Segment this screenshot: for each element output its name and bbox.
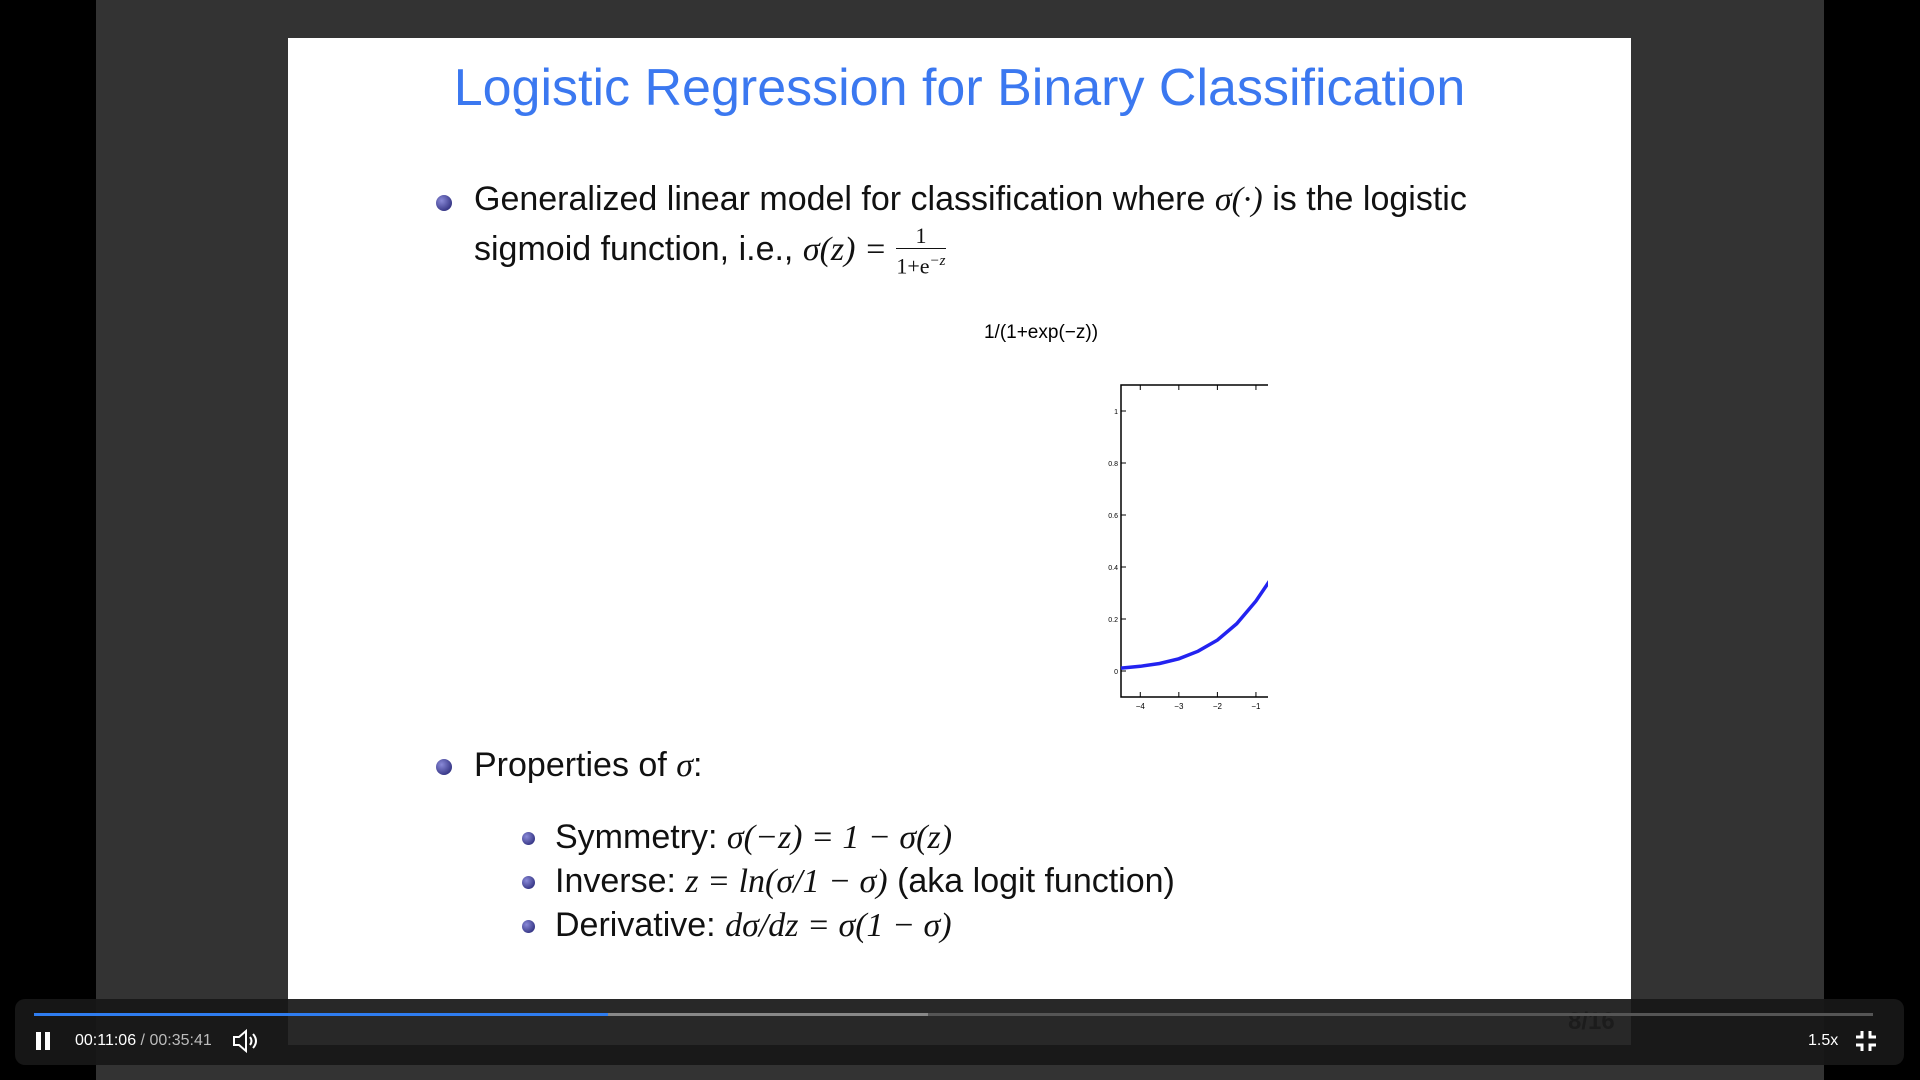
sub-bullet: Derivative: dσ/dz = σ(1 − σ) — [555, 906, 952, 945]
slide-title: Logistic Regression for Binary Classific… — [453, 59, 1466, 117]
bullet-line: Properties of σ: — [474, 746, 702, 785]
text: : — [693, 746, 703, 784]
bullet-dot — [436, 759, 452, 775]
text: (aka logit function) — [897, 862, 1175, 900]
time-display: 00:11:06 / 00:35:41 — [75, 1032, 212, 1050]
text: is the logistic — [1272, 180, 1467, 218]
y-tick-label: 0.4 — [1108, 565, 1118, 572]
bullet-line: sigmoid function, i.e., σ(z) = 1 1+e−z — [474, 224, 946, 278]
y-tick-label: 0 — [1114, 669, 1118, 676]
exponent: −z — [929, 253, 946, 269]
bullet-line: Generalized linear model for classificat… — [474, 180, 1467, 219]
y-tick-label: 0.8 — [1108, 461, 1118, 468]
slide: Logistic Regression for Binary Classific… — [288, 38, 1631, 1045]
plot-frame — [1120, 384, 1268, 698]
sigmoid-curve — [1120, 580, 1268, 670]
sub-bullet-dot — [522, 920, 535, 933]
x-tick-label: −2 — [1213, 702, 1223, 711]
text: Inverse: — [555, 862, 676, 900]
text: Generalized linear model for classificat… — [474, 180, 1206, 218]
y-tick-label: 0.6 — [1108, 513, 1118, 520]
volume-button[interactable] — [231, 1028, 261, 1054]
bullet-dot — [436, 195, 452, 211]
text: Properties of — [474, 746, 667, 784]
y-tick-label: 1 — [1114, 409, 1118, 416]
x-tick-label: −1 — [1251, 702, 1261, 711]
x-tick-label: −3 — [1174, 702, 1184, 711]
sub-bullet: Inverse: z = ln(σ/1 − σ) (aka logit func… — [555, 862, 1175, 901]
current-time: 00:11:06 — [75, 1032, 137, 1049]
math: dσ/dz = σ(1 − σ) — [725, 907, 952, 944]
pause-button[interactable] — [33, 1030, 53, 1052]
x-tick-label: −4 — [1136, 702, 1146, 711]
numerator: 1 — [896, 224, 946, 249]
math: σ — [676, 747, 693, 784]
text: sigmoid function, i.e., — [474, 230, 794, 269]
played-bar — [34, 1013, 608, 1016]
sub-bullet: Symmetry: σ(−z) = 1 − σ(z) — [555, 818, 952, 857]
math: σ(z) = — [802, 231, 887, 269]
fraction: 1 1+e−z — [896, 224, 946, 279]
sub-bullet-dot — [522, 876, 535, 889]
control-bar: 00:11:06 / 00:35:41 1.5x — [15, 999, 1904, 1065]
duration: 00:35:41 — [149, 1032, 212, 1049]
text: Derivative: — [555, 906, 716, 944]
sub-bullet-dot — [522, 832, 535, 845]
exit-fullscreen-button[interactable] — [1855, 1030, 1877, 1052]
y-tick-label: 0.2 — [1108, 617, 1118, 624]
sigmoid-plot: 1/(1+exp(−z)) z −4−3−2−10123400.20.40.60… — [984, 322, 1268, 711]
plot-title: 1/(1+exp(−z)) — [984, 322, 1098, 343]
math: σ(−z) = 1 − σ(z) — [726, 819, 953, 856]
separator: / — [140, 1032, 145, 1049]
speed-button[interactable]: 1.5x — [1808, 1032, 1839, 1049]
math: σ(·) — [1214, 181, 1263, 218]
text: Symmetry: — [555, 818, 718, 856]
math: z = ln(σ/1 − σ) — [685, 863, 888, 900]
progress-track[interactable] — [34, 1013, 1873, 1016]
denominator: 1+e — [896, 253, 930, 279]
